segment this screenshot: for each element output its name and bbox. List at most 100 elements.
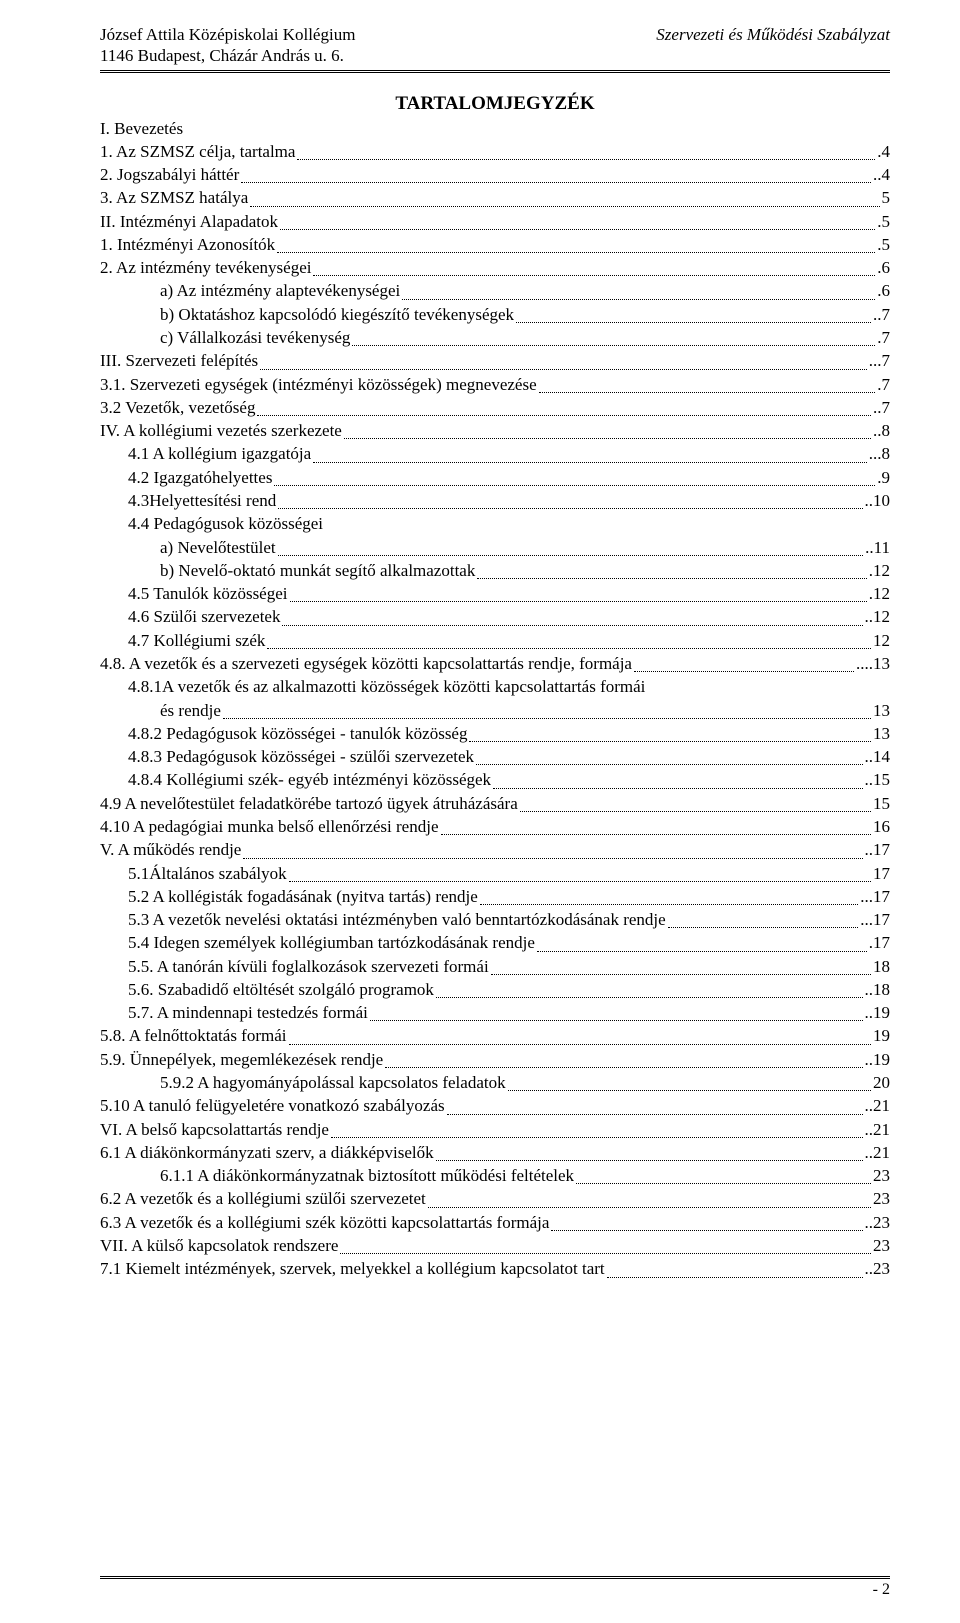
toc-entry: II. Intézményi Alapadatok.5: [100, 210, 890, 233]
toc-entry-page: 5: [882, 186, 891, 209]
toc-leader-dots: [278, 540, 863, 556]
toc-leader-dots: [508, 1075, 871, 1091]
toc-entry-page: 17: [873, 862, 890, 885]
toc-entry-text: 6.1 A diákönkormányzati szerv, a diákkép…: [100, 1141, 434, 1164]
toc-entry: 1. Intézményi Azonosítók.5: [100, 233, 890, 256]
toc-entry-text: 2. Az intézmény tevékenységei: [100, 256, 311, 279]
toc-leader-dots: [402, 283, 875, 299]
toc-entry-text: I. Bevezetés: [100, 117, 183, 140]
toc-entry-text: 4.9 A nevelőtestület feladatkörébe tarto…: [100, 792, 518, 815]
toc-leader-dots: [441, 819, 872, 835]
toc-leader-dots: [477, 563, 866, 579]
toc-entry-page: .9: [877, 466, 890, 489]
toc-entry: 4.8.1A vezetők és az alkalmazotti közöss…: [100, 675, 890, 698]
toc-entry-text: 4.8.3 Pedagógusok közösségei - szülői sz…: [128, 745, 474, 768]
toc-entry-text: 4.5 Tanulók közösségei: [128, 582, 288, 605]
toc-leader-dots: [297, 144, 875, 160]
header-left: József Attila Középiskolai Kollégium 114…: [100, 24, 355, 67]
toc-entry: 4.9 A nevelőtestület feladatkörébe tarto…: [100, 792, 890, 815]
toc-entry-page: 13: [873, 699, 890, 722]
toc-entry-page: 12: [873, 629, 890, 652]
toc-entry: 4.2 Igazgatóhelyettes .9: [100, 466, 890, 489]
toc-leader-dots: [313, 260, 875, 276]
toc-entry-page: ..15: [865, 768, 891, 791]
toc-entry-page: ..23: [865, 1257, 891, 1280]
toc-entry-text: 5.3 A vezetők nevelési oktatási intézmén…: [128, 908, 666, 931]
toc-entry: 5.2 A kollégisták fogadásának (nyitva ta…: [100, 885, 890, 908]
toc-entry: 4.1 A kollégium igazgatója...8: [100, 442, 890, 465]
toc-entry-text: 4.2 Igazgatóhelyettes: [128, 466, 272, 489]
toc-leader-dots: [469, 726, 871, 742]
toc-entry: 3.2 Vezetők, vezetőség..7: [100, 396, 890, 419]
toc-entry-page: 16: [873, 815, 890, 838]
toc-entry: 2. Jogszabályi háttér..4: [100, 163, 890, 186]
toc-entry-text: 3.2 Vezetők, vezetőség: [100, 396, 255, 419]
toc-entry: c) Vállalkozási tevékenység.7: [100, 326, 890, 349]
toc-entry-page: ..10: [865, 489, 891, 512]
toc-leader-dots: [493, 772, 862, 788]
toc-entry-text: 4.7 Kollégiumi szék: [128, 629, 265, 652]
toc-entry-text: a) Az intézmény alaptevékenységei: [160, 279, 400, 302]
toc-entry: 5.6. Szabadidő eltöltését szolgáló progr…: [100, 978, 890, 1001]
toc-entry: 2. Az intézmény tevékenységei .6: [100, 256, 890, 279]
toc-entry: V. A működés rendje ..17: [100, 838, 890, 861]
toc-leader-dots: [537, 935, 867, 951]
toc-entry-page: .6: [877, 279, 890, 302]
toc-entry-text: 3. Az SZMSZ hatálya: [100, 186, 248, 209]
toc-entry: 4.8. A vezetők és a szervezeti egységek …: [100, 652, 890, 675]
document-title: Szervezeti és Működési Szabályzat: [656, 24, 890, 67]
toc-entry-text: 2. Jogszabályi háttér: [100, 163, 239, 186]
page-number: - 2: [100, 1581, 890, 1599]
toc-entry-page: 20: [873, 1071, 890, 1094]
table-of-contents: I. Bevezetés1. Az SZMSZ célja, tartalma.…: [100, 117, 890, 1281]
toc-entry-page: ..23: [865, 1211, 891, 1234]
header-rule-1: [100, 70, 890, 71]
toc-entry-page: ..19: [865, 1001, 891, 1024]
toc-entry: 1. Az SZMSZ célja, tartalma.4: [100, 140, 890, 163]
toc-entry: 4.8.2 Pedagógusok közösségei - tanulók k…: [100, 722, 890, 745]
toc-entry-text: és rendje: [160, 699, 221, 722]
toc-entry-page: .17: [869, 931, 890, 954]
page-header: József Attila Középiskolai Kollégium 114…: [100, 24, 890, 67]
toc-leader-dots: [243, 842, 862, 858]
toc-entry: b) Nevelő-oktató munkát segítő alkalmazo…: [100, 559, 890, 582]
toc-entry: 5.4 Idegen személyek kollégiumban tartóz…: [100, 931, 890, 954]
toc-entry: 6.3 A vezetők és a kollégiumi szék közöt…: [100, 1211, 890, 1234]
toc-leader-dots: [344, 423, 871, 439]
toc-entry-page: .6: [877, 256, 890, 279]
toc-leader-dots: [385, 1052, 862, 1068]
toc-entry: 5.7. A mindennapi testedzés formái..19: [100, 1001, 890, 1024]
toc-leader-dots: [250, 190, 879, 206]
toc-leader-dots: [491, 959, 871, 975]
toc-entry-text: 1. Intézményi Azonosítók: [100, 233, 275, 256]
toc-leader-dots: [280, 214, 875, 230]
toc-entry-text: V. A működés rendje: [100, 838, 241, 861]
toc-entry-text: 5.9. Ünnepélyek, megemlékezések rendje: [100, 1048, 383, 1071]
toc-entry: 4.5 Tanulók közösségei.12: [100, 582, 890, 605]
toc-entry-page: ...17: [860, 908, 890, 931]
toc-entry-text: VII. A külső kapcsolatok rendszere: [100, 1234, 338, 1257]
footer-rule-1: [100, 1576, 890, 1577]
toc-entry-text: 4.8.4 Kollégiumi szék- egyéb intézményi …: [128, 768, 491, 791]
toc-entry-text: 5.6. Szabadidő eltöltését szolgáló progr…: [128, 978, 434, 1001]
toc-entry-page: ....13: [856, 652, 890, 675]
toc-entry: 4.8.4 Kollégiumi szék- egyéb intézményi …: [100, 768, 890, 791]
page-footer: - 2: [100, 1576, 890, 1599]
toc-entry-text: IV. A kollégiumi vezetés szerkezete: [100, 419, 342, 442]
toc-entry-page: 15: [873, 792, 890, 815]
toc-entry-text: 5.2 A kollégisták fogadásának (nyitva ta…: [128, 885, 478, 908]
toc-entry: b) Oktatáshoz kapcsolódó kiegészítő tevé…: [100, 303, 890, 326]
toc-entry-text: 4.3Helyettesítési rend: [128, 489, 276, 512]
toc-entry-page: ..18: [865, 978, 891, 1001]
toc-entry: 4.10 A pedagógiai munka belső ellenőrzés…: [100, 815, 890, 838]
toc-entry: VII. A külső kapcsolatok rendszere23: [100, 1234, 890, 1257]
toc-entry: a) Az intézmény alaptevékenységei .6: [100, 279, 890, 302]
toc-entry-page: ..17: [865, 838, 891, 861]
header-rule-2: [100, 72, 890, 73]
toc-entry-text: 4.10 A pedagógiai munka belső ellenőrzés…: [100, 815, 439, 838]
toc-entry-text: 3.1. Szervezeti egységek (intézményi köz…: [100, 373, 537, 396]
toc-entry: 5.5. A tanórán kívüli foglalkozások szer…: [100, 955, 890, 978]
toc-entry: III. Szervezeti felépítés...7: [100, 349, 890, 372]
toc-entry-page: ..12: [865, 605, 891, 628]
toc-entry-text: 6.2 A vezetők és a kollégiumi szülői sze…: [100, 1187, 426, 1210]
